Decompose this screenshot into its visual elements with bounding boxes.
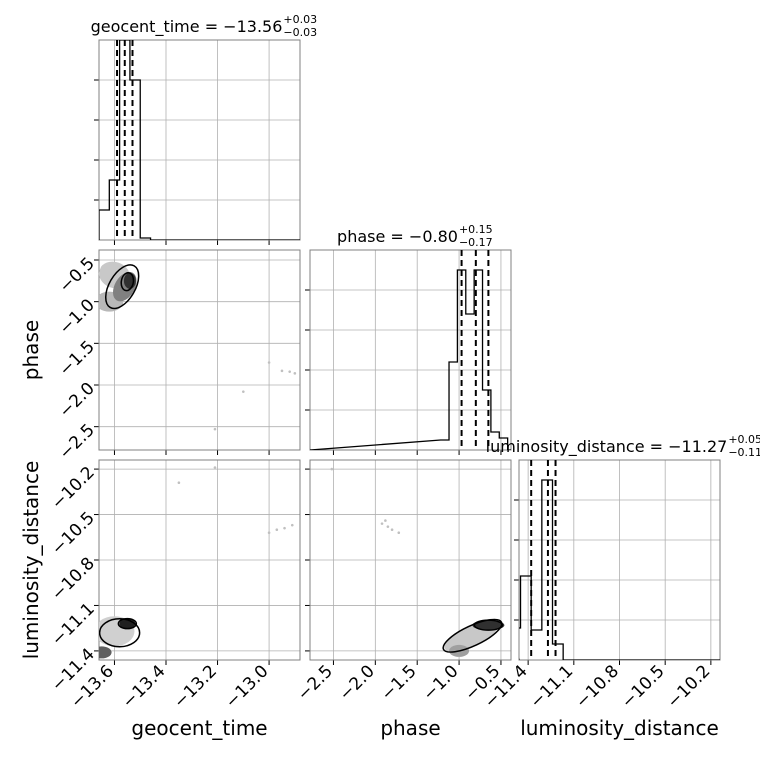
panel-title-phase: phase = −0.80 +0.15−0.17 (337, 223, 493, 249)
title-main: geocent_time = −13.56 (91, 17, 283, 37)
x-tick-label: −13.0 (222, 661, 273, 712)
x-tick-label: −13.4 (119, 661, 170, 712)
density-contour (120, 271, 135, 292)
panel-frame (98, 39, 301, 241)
density-contour (117, 617, 138, 630)
density-contour (473, 619, 504, 631)
scatter-point (288, 370, 291, 373)
x-tick-label: −2.0 (336, 661, 379, 704)
x-axis-label: geocent_time (131, 716, 267, 740)
panel-phase-vs-luminosity_distance (305, 459, 512, 665)
panel-luminosity_distance-hist (514, 459, 721, 665)
y-tick-label: −2.5 (55, 420, 98, 463)
x-tick-label: −11.1 (526, 661, 577, 712)
y-tick-label: −11.1 (48, 599, 99, 650)
scatter-point (397, 531, 401, 535)
scatter-point (242, 390, 245, 393)
y-tick-label: −10.5 (48, 508, 99, 559)
x-axis-label: phase (380, 716, 440, 740)
x-tick-label: −2.5 (294, 661, 337, 704)
scatter-point (283, 526, 286, 530)
x-axis-label: luminosity_distance (520, 716, 719, 740)
x-tick-label: −10.8 (572, 661, 623, 712)
histogram-luminosity_distance (519, 479, 720, 660)
panel-title-geocent_time: geocent_time = −13.56 +0.03−0.03 (91, 13, 318, 39)
y-tick-label: −10.8 (48, 554, 99, 605)
title-main: luminosity_distance = −11.27 (486, 437, 728, 457)
title-minus: −0.03 (283, 26, 317, 39)
panel-frame (98, 459, 301, 661)
scatter-point (280, 369, 284, 373)
scatter-point (275, 528, 279, 531)
panel-frame (309, 249, 512, 451)
y-axis-label: phase (19, 320, 43, 380)
x-tick-label: −10.5 (618, 661, 669, 712)
x-tick-label: −13.2 (170, 661, 221, 712)
scatter-point (386, 525, 390, 528)
density-fill (99, 646, 112, 659)
y-tick-label: −1.5 (55, 337, 98, 380)
title-main: phase = −0.80 (337, 227, 458, 246)
scatter-point (177, 481, 181, 485)
y-axis-label: luminosity_distance (19, 461, 43, 660)
histogram-geocent_time (99, 40, 300, 240)
title-minus: −0.11 (728, 446, 760, 459)
title-plus: +0.03 (283, 13, 317, 26)
scatter-point (330, 467, 334, 471)
title-plus: +0.05 (728, 433, 760, 446)
x-tick-label: −1.0 (419, 661, 462, 704)
x-tick-label: −1.5 (377, 661, 420, 704)
scatter-point (380, 522, 384, 525)
density-contour (99, 617, 141, 648)
histogram-phase (310, 269, 511, 450)
scatter-point (267, 361, 271, 364)
scatter-point (384, 519, 387, 522)
y-tick-label: −10.2 (48, 463, 99, 514)
scatter-point (290, 523, 294, 527)
scatter-point (390, 528, 394, 531)
scatter-point (267, 531, 271, 535)
density-contour (104, 264, 140, 310)
scatter-point (213, 466, 217, 469)
y-tick-label: −2.0 (55, 379, 98, 422)
density-contour (442, 618, 503, 653)
title-minus: −0.17 (459, 236, 493, 249)
title-plus: +0.15 (459, 223, 493, 236)
panel-frame (98, 249, 301, 451)
y-tick-label: −0.5 (55, 254, 98, 297)
panel-phase-hist (305, 249, 512, 455)
x-tick-label: −10.2 (663, 661, 714, 712)
panel-frame (309, 459, 512, 661)
scatter-point (293, 372, 297, 375)
panel-title-luminosity_distance: luminosity_distance = −11.27 +0.05−0.11 (486, 433, 760, 459)
y-tick-label: −1.0 (55, 295, 98, 338)
scatter-point (213, 427, 217, 431)
